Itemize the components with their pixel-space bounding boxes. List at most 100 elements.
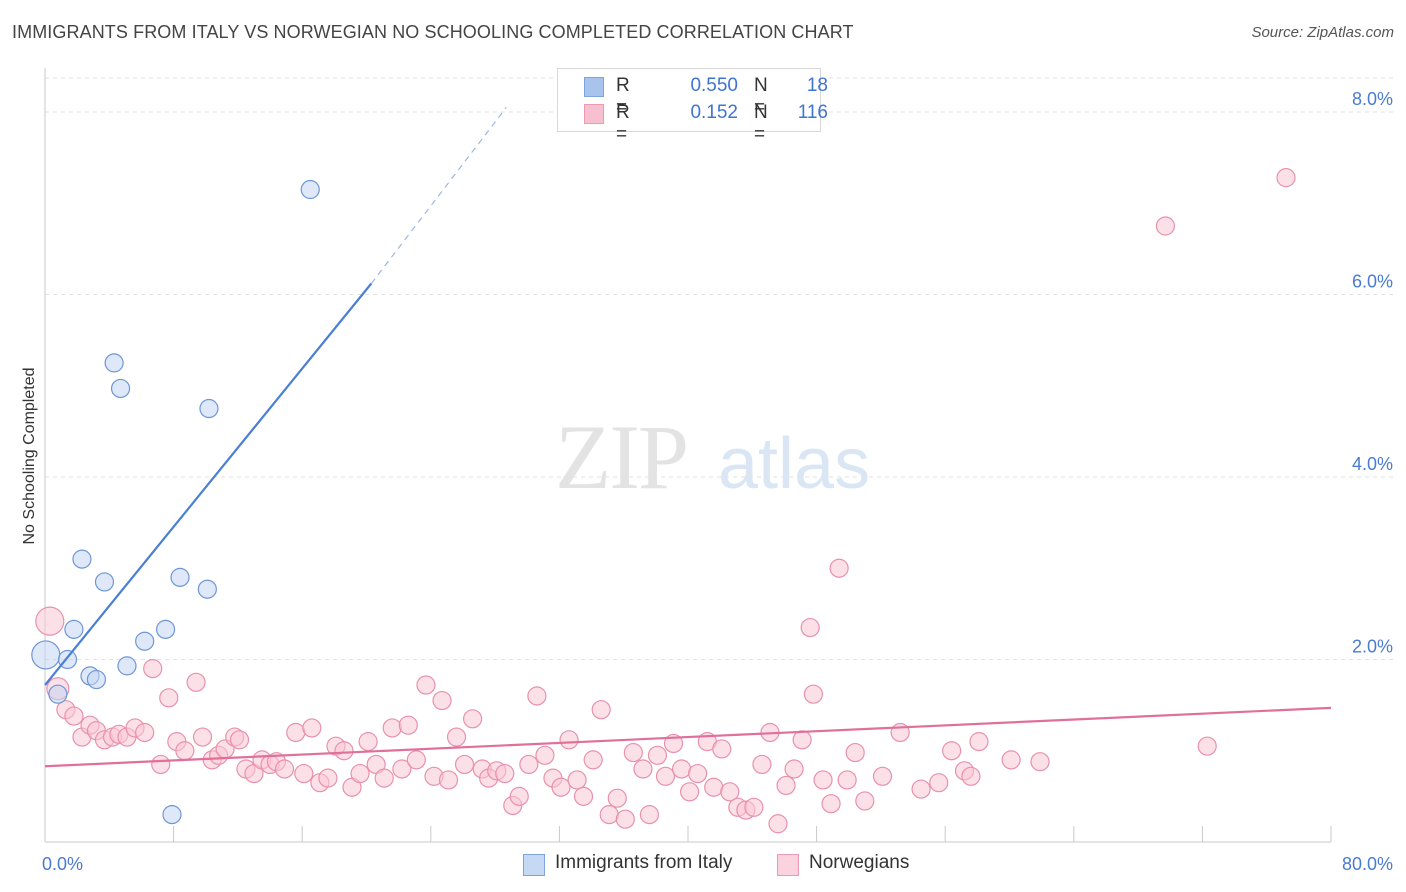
norwegians-point bbox=[768, 814, 788, 834]
legend-n-value: 18 bbox=[806, 75, 828, 96]
norwegians-point bbox=[175, 741, 195, 761]
norwegians-point bbox=[837, 770, 857, 790]
norwegians-point bbox=[784, 759, 804, 779]
norwegians-point bbox=[929, 773, 949, 793]
norwegians-point bbox=[1197, 736, 1217, 756]
italy-point bbox=[199, 398, 219, 419]
norwegians-point bbox=[495, 763, 515, 784]
watermark-atlas: atlas bbox=[718, 424, 870, 504]
italy-trend-extension bbox=[370, 107, 507, 284]
norwegians-point bbox=[639, 805, 660, 825]
norwegians-point bbox=[845, 742, 865, 763]
italy-point bbox=[300, 179, 320, 200]
series-swatch-norwegians bbox=[777, 854, 799, 876]
norwegians-point bbox=[607, 788, 627, 808]
norwegians-point bbox=[1001, 750, 1021, 770]
italy-point bbox=[135, 631, 155, 651]
italy-point bbox=[155, 619, 176, 639]
norwegians-point bbox=[358, 732, 378, 752]
norwegians-point bbox=[942, 741, 962, 761]
italy-point bbox=[197, 579, 217, 599]
italy-point bbox=[170, 567, 190, 587]
norwegians-point bbox=[509, 786, 529, 806]
chart-source: Source: ZipAtlas.com bbox=[1251, 24, 1394, 41]
legend-swatch-norwegians bbox=[584, 104, 604, 124]
norwegians-point bbox=[720, 782, 740, 802]
series-label-italy: Immigrants from Italy bbox=[555, 852, 733, 873]
norwegians-point bbox=[302, 718, 322, 738]
italy-point bbox=[72, 549, 92, 569]
legend-swatch-italy bbox=[584, 77, 604, 97]
norwegians-point bbox=[519, 754, 539, 775]
norwegians-point bbox=[961, 766, 981, 786]
norwegians-point bbox=[559, 730, 579, 750]
norwegians-point bbox=[704, 777, 724, 797]
norwegians-point bbox=[655, 766, 676, 786]
norwegians-point bbox=[135, 722, 155, 743]
norwegians-point bbox=[800, 617, 820, 638]
norwegians-point bbox=[446, 727, 467, 747]
norwegians-point bbox=[382, 718, 402, 738]
italy-point bbox=[162, 805, 182, 825]
norwegians-point bbox=[1276, 168, 1296, 188]
italy-point bbox=[117, 656, 137, 676]
watermark-zip: ZIP bbox=[555, 406, 687, 508]
norwegians-point bbox=[583, 750, 603, 770]
legend-r-label: R = bbox=[616, 102, 630, 145]
italy-point bbox=[48, 684, 68, 704]
gridlines bbox=[45, 77, 1393, 660]
norwegians-point bbox=[591, 700, 611, 720]
italy-point bbox=[94, 572, 115, 592]
x-tick-label-max: 80.0% bbox=[1342, 854, 1393, 874]
norwegians-point bbox=[286, 722, 306, 743]
norwegians-point bbox=[744, 797, 764, 817]
norwegians-point bbox=[462, 709, 483, 729]
norwegians-point bbox=[159, 688, 179, 708]
series-label-norwegians: Norwegians bbox=[809, 852, 910, 873]
italy-point bbox=[64, 619, 84, 639]
legend-n-label: N = bbox=[754, 75, 768, 118]
italy-point bbox=[110, 378, 131, 399]
norwegians-point bbox=[398, 715, 418, 735]
norwegians-point bbox=[318, 768, 338, 788]
italy-point bbox=[31, 640, 61, 670]
norwegians-point bbox=[35, 606, 65, 636]
norwegians-point bbox=[535, 745, 555, 765]
norwegians-point bbox=[454, 754, 475, 775]
legend-n-label: N = bbox=[754, 102, 768, 145]
y-tick-label: 6.0% bbox=[1352, 271, 1393, 291]
norwegians-point bbox=[334, 741, 354, 761]
italy-point bbox=[104, 353, 124, 373]
norwegians-points bbox=[35, 168, 1296, 834]
norwegians-point bbox=[406, 750, 426, 770]
y-tick-label: 4.0% bbox=[1352, 454, 1393, 474]
norwegians-point bbox=[350, 763, 370, 784]
norwegians-point bbox=[615, 809, 635, 829]
norwegians-point bbox=[803, 684, 823, 704]
norwegians-point bbox=[143, 659, 163, 679]
norwegians-point bbox=[374, 768, 394, 788]
norwegians-point bbox=[432, 690, 452, 711]
norwegians-point bbox=[647, 745, 668, 765]
norwegians-point bbox=[527, 686, 547, 706]
y-tick-label: 2.0% bbox=[1352, 636, 1393, 656]
trend-lines bbox=[44, 107, 1332, 768]
y-tick-labels: 2.0% 4.0% 6.0% 8.0% bbox=[1352, 89, 1393, 657]
norwegians-point bbox=[416, 675, 436, 695]
norwegians-point bbox=[633, 759, 653, 779]
norwegians-point bbox=[623, 742, 643, 763]
norwegians-point bbox=[911, 779, 931, 799]
italy-points bbox=[31, 179, 320, 825]
norwegians-trend-line bbox=[44, 706, 1332, 768]
norwegians-point bbox=[688, 763, 708, 784]
norwegians-point bbox=[192, 727, 213, 747]
norwegians-point bbox=[229, 730, 250, 750]
series-swatch-italy bbox=[523, 854, 545, 876]
norwegians-point bbox=[438, 770, 459, 790]
chart-title: IMMIGRANTS FROM ITALY VS NORWEGIAN NO SC… bbox=[12, 22, 854, 42]
norwegians-point bbox=[599, 805, 619, 825]
legend-r-label: R = bbox=[616, 75, 630, 118]
norwegians-point bbox=[813, 770, 833, 790]
norwegians-point bbox=[551, 777, 571, 797]
